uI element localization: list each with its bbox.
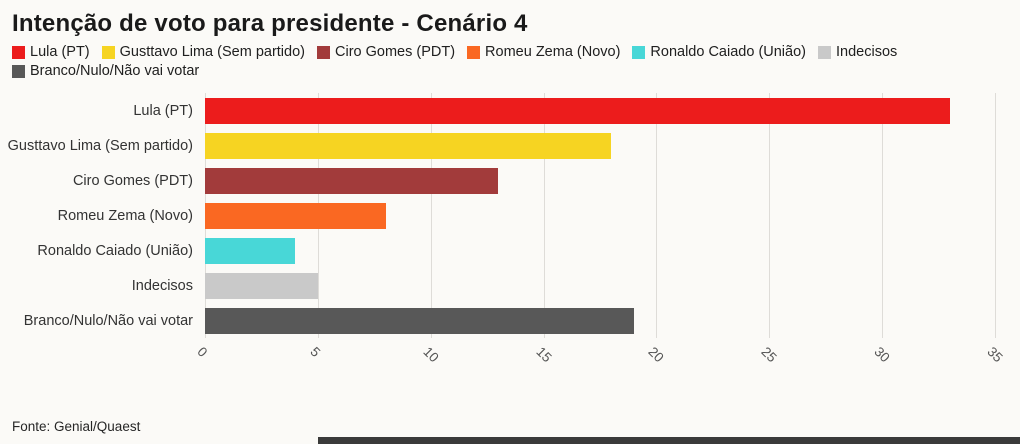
category-label: Romeu Zema (Novo)	[57, 207, 193, 224]
bar-chart: Lula (PT) Gusttavo Lima (Sem partido) Ci…	[0, 93, 1020, 382]
bar-track	[205, 233, 995, 268]
source-note: Fonte: Genial/Quaest	[12, 419, 141, 434]
legend-item-indecisos[interactable]: Indecisos	[818, 44, 897, 60]
legend-item-caiado[interactable]: Ronaldo Caiado (União)	[632, 44, 806, 60]
bar-track	[205, 163, 995, 198]
legend-label: Branco/Nulo/Não vai votar	[30, 63, 200, 79]
bar-gusttavo[interactable]	[205, 132, 612, 159]
legend-swatch-zema	[467, 45, 481, 59]
bar-branco-nulo[interactable]	[205, 307, 634, 334]
x-tick-text: 35	[984, 344, 1006, 366]
category-label: Ciro Gomes (PDT)	[72, 172, 193, 189]
chart-title: Intenção de voto para presidente - Cenár…	[12, 10, 528, 37]
gridline	[430, 93, 432, 338]
category-label: Gusttavo Lima (Sem partido)	[7, 137, 193, 154]
legend-swatch-indecisos	[818, 45, 831, 59]
x-tick-text: 25	[758, 344, 780, 366]
legend-label: Romeu Zema (Novo)	[485, 44, 621, 60]
x-axis: 0 5 10 15 20 25 30 35	[194, 338, 1005, 382]
x-tick-label: 5	[307, 343, 326, 361]
legend-label: Lula (PT)	[30, 44, 90, 60]
x-tick-label: 0	[194, 343, 213, 361]
legend-swatch-lula	[12, 45, 25, 59]
gridline	[882, 93, 884, 338]
bar-track	[205, 128, 995, 163]
legend-label: Indecisos	[836, 44, 898, 60]
bottom-bar	[318, 437, 1020, 444]
bar-track	[205, 93, 995, 128]
category-labels: Lula (PT) Gusttavo Lima (Sem partido) Ci…	[0, 93, 205, 382]
bar-caiado[interactable]	[205, 237, 296, 264]
x-tick-text: 5	[307, 344, 324, 360]
x-tick-text: 10	[420, 344, 442, 366]
bar-ciro[interactable]	[205, 167, 499, 194]
gridline	[995, 93, 996, 338]
legend-label: Ronaldo Caiado (União)	[650, 44, 806, 60]
x-tick-text: 15	[532, 344, 555, 366]
legend-swatch-branco-nulo	[12, 64, 25, 78]
bar-track	[205, 198, 995, 233]
plot-area: 0 5 10 15 20 25 30 35	[194, 93, 1006, 382]
x-tick-label: 35	[984, 343, 1010, 365]
legend-swatch-caiado	[632, 45, 646, 59]
category-label: Indecisos	[131, 277, 193, 294]
x-tick-text: 20	[645, 344, 668, 366]
x-tick-label: 25	[759, 343, 784, 365]
gridline	[769, 93, 771, 338]
legend-label: Gusttavo Lima (Sem partido)	[119, 44, 305, 60]
category-label: Branco/Nulo/Não vai votar	[23, 312, 193, 329]
legend-item-lula[interactable]: Lula (PT)	[12, 44, 90, 60]
x-tick-label: 30	[872, 343, 897, 365]
legend-item-branco-nulo[interactable]: Branco/Nulo/Não vai votar	[12, 63, 199, 79]
legend-item-ciro[interactable]: Ciro Gomes (PDT)	[317, 44, 455, 60]
legend-label: Ciro Gomes (PDT)	[335, 44, 456, 60]
legend: Lula (PT) Gusttavo Lima (Sem partido) Ci…	[0, 42, 980, 79]
bar-track	[205, 268, 995, 303]
gridline	[656, 93, 658, 338]
bar-indecisos[interactable]	[205, 272, 318, 299]
bar-zema[interactable]	[205, 202, 386, 229]
x-tick-label: 15	[533, 343, 559, 365]
bars	[205, 93, 995, 338]
legend-item-zema[interactable]: Romeu Zema (Novo)	[467, 44, 620, 60]
x-tick-label: 10	[420, 343, 446, 365]
x-tick-label: 20	[646, 343, 671, 365]
bar-lula[interactable]	[205, 97, 950, 124]
gridline	[543, 93, 545, 338]
category-label: Ronaldo Caiado (União)	[37, 242, 193, 259]
legend-item-gusttavo[interactable]: Gusttavo Lima (Sem partido)	[101, 44, 305, 60]
x-tick-text: 30	[871, 344, 893, 366]
category-label: Lula (PT)	[133, 102, 193, 119]
legend-swatch-gusttavo	[101, 45, 115, 59]
bar-track	[205, 303, 995, 338]
legend-swatch-ciro	[317, 45, 330, 59]
